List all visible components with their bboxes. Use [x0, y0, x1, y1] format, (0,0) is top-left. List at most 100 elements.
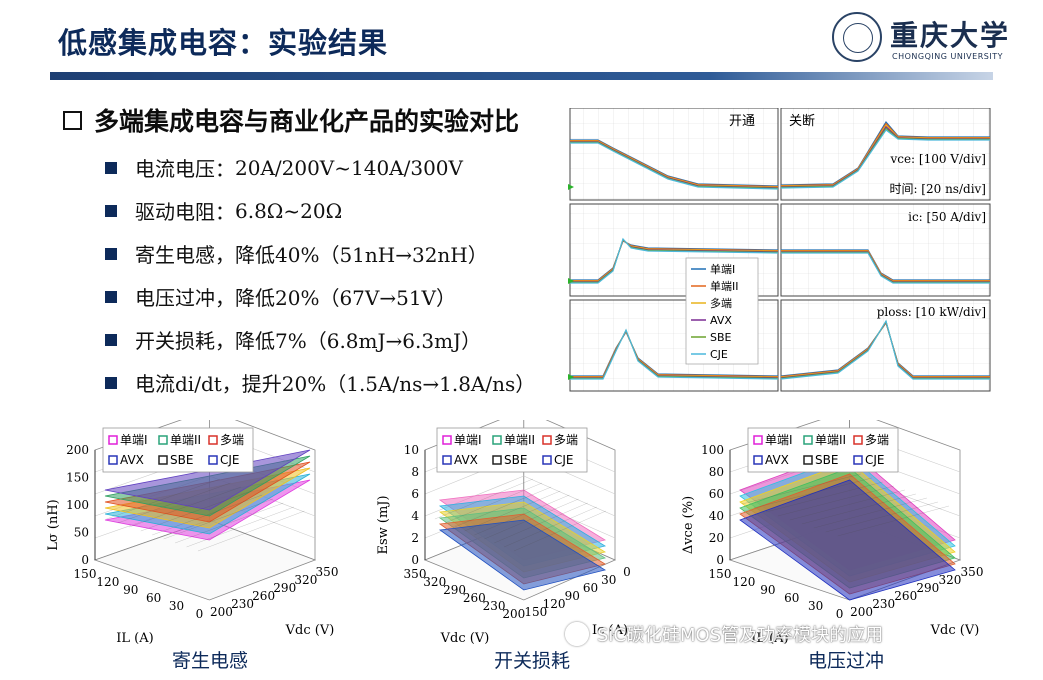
- legend-label: 单端I: [710, 263, 735, 276]
- x-tick-label: 290: [443, 583, 466, 597]
- mesh-line: [825, 501, 938, 533]
- bullet-item: 电流 di/dt，提升20%（1.5A/ns→1.8A/ns）: [105, 361, 535, 404]
- legend-label: CJE: [710, 348, 728, 361]
- legend-box: [436, 427, 588, 473]
- surface-mesh: [104, 449, 311, 511]
- mesh-line: [117, 482, 231, 524]
- legend-label: AVX: [454, 453, 478, 467]
- mesh-line: [765, 481, 883, 513]
- y-tick-label: 30: [601, 573, 616, 587]
- legend-label: SBE: [170, 453, 193, 467]
- mesh-line: [129, 486, 242, 528]
- legend-label: 多端: [865, 433, 889, 447]
- z-tick-label: 200: [66, 443, 89, 457]
- mesh-line: [741, 473, 861, 505]
- z-tick-label: 4: [411, 509, 419, 523]
- square-bullet-icon: [105, 376, 117, 389]
- mesh-line: [801, 493, 916, 525]
- legend-label: 单端I: [454, 433, 482, 447]
- z-tick-label: 10: [404, 443, 419, 457]
- university-seal-icon: [832, 12, 882, 62]
- z-tick-label: 0: [411, 553, 419, 567]
- mesh-line: [777, 485, 894, 517]
- square-bullet-icon: [105, 161, 117, 174]
- waveform-trace: [570, 237, 779, 284]
- y-tick-label: 150: [524, 605, 547, 619]
- x-tick-label: 120: [732, 575, 755, 589]
- ploss-scale-label: ploss: [10 kW/div]: [877, 305, 986, 319]
- y-tick-label: 60: [583, 581, 598, 595]
- mesh-line: [789, 489, 905, 521]
- y-tick-label: 350: [316, 565, 339, 579]
- legend-marker: [158, 455, 168, 465]
- legend-label: 单端I: [765, 433, 793, 447]
- plot-caption: 寄生电感: [171, 650, 248, 672]
- bullet-value: 7%（6.8mJ→6.3mJ）: [275, 329, 482, 353]
- x-tick-label: 90: [760, 583, 775, 597]
- bullet-value: 40%（51nH→32nH）: [275, 243, 488, 267]
- bullet-label: 开关损耗，降低: [135, 329, 275, 353]
- x-tick-label: 230: [483, 599, 506, 613]
- legend-label: AVX: [120, 453, 144, 467]
- legend-label: 单端II: [710, 280, 739, 293]
- surface-group: [434, 478, 607, 591]
- legend-label: CJE: [220, 453, 240, 467]
- ic-scale-label: ic: [50 A/div]: [908, 210, 986, 224]
- section-heading: 多端集成电容与商业化产品的实验对比: [63, 102, 519, 138]
- mesh-line: [175, 502, 284, 544]
- x-tick-label: 150: [74, 567, 97, 581]
- z-tick-label: 8: [411, 465, 419, 479]
- vce-scale-label: vce: [100 V/div]: [889, 152, 986, 166]
- bullet-value: di/dt，提升20%（1.5A/ns→1.8A/ns）: [175, 372, 536, 396]
- legend-label: 单端II: [815, 433, 846, 447]
- legend-marker: [753, 435, 763, 445]
- y-axis-label: Vdc (V): [285, 623, 335, 638]
- bullet-label: 电压过冲，降低: [135, 286, 275, 310]
- channel-marker-icon: [568, 184, 574, 190]
- surface-group: [104, 449, 311, 552]
- waveform-trace: [570, 328, 779, 380]
- bullet-item: 电压过冲，降低 20%（67V→51V）: [105, 275, 535, 318]
- z-tick-label: 50: [74, 526, 89, 540]
- mesh-line: [152, 494, 263, 536]
- time-scale-label: 时间: [20 ns/div]: [889, 182, 986, 196]
- x-tick-label: 0: [836, 607, 844, 621]
- z-tick-label: 0: [81, 553, 89, 567]
- mesh-line: [186, 506, 294, 548]
- legend-label: 多端: [220, 433, 244, 447]
- bullet-label: 电流电压：: [135, 157, 235, 181]
- bullet-label: 驱动电阻：: [135, 200, 235, 224]
- square-bullet-icon: [105, 204, 117, 217]
- z-axis-label: Esw (mJ): [376, 495, 391, 554]
- legend-marker: [542, 435, 552, 445]
- y-tick-label: 230: [231, 597, 254, 611]
- square-bullet-icon: [105, 290, 117, 303]
- z-axis-label: Lσ (nH): [46, 499, 61, 551]
- mesh-line: [140, 490, 252, 532]
- legend-marker: [853, 435, 863, 445]
- logo-chinese-text: 重庆大学: [890, 19, 1011, 52]
- z-tick-label: 20: [709, 531, 724, 545]
- mesh-line: [434, 478, 533, 520]
- mesh-line: [454, 486, 552, 528]
- checkbox-bullet-icon: [63, 110, 82, 130]
- bullet-item: 电流电压： 20A/200V~140A/300V: [105, 146, 535, 189]
- y-tick-label: 90: [565, 589, 580, 603]
- waveform-markers: [568, 184, 574, 380]
- legend-label: 多端: [554, 433, 578, 447]
- y-tick-label: 120: [543, 597, 566, 611]
- legend-marker: [753, 455, 763, 465]
- legend-marker: [853, 455, 863, 465]
- x-tick-label: 60: [146, 591, 161, 605]
- mesh-line: [197, 510, 305, 552]
- x-tick-label: 30: [169, 599, 184, 613]
- slide-title: 低感集成电容：实验结果: [58, 26, 389, 60]
- x-tick-label: 90: [123, 583, 138, 597]
- switching-waveform-figure: 开通 关断 vce: [100 V/div] 时间: [20 ns/div] i…: [568, 108, 991, 392]
- bullet-value: 20A/200V~140A/300V: [235, 155, 463, 180]
- mesh-line: [444, 482, 543, 524]
- z-tick-label: 150: [66, 471, 89, 485]
- z-tick-label: 0: [716, 553, 724, 567]
- plot-legend: 单端I 单端II 多端 AVX SBE CJE: [102, 427, 254, 473]
- legend-box: [685, 257, 759, 365]
